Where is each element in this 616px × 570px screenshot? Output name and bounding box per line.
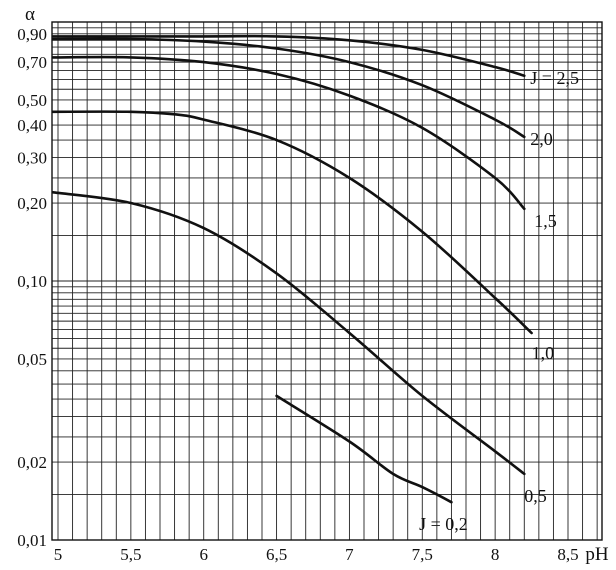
x-axis-title: pH bbox=[585, 544, 609, 565]
curve-label: J = 2,5 bbox=[530, 68, 579, 88]
x-tick-label: 7 bbox=[345, 545, 354, 564]
y-tick-label: 0,01 bbox=[17, 531, 47, 550]
y-axis-title: α bbox=[25, 4, 35, 25]
y-tick-label: 0,10 bbox=[17, 272, 47, 291]
x-tick-label: 6,5 bbox=[266, 545, 287, 564]
y-tick-label: 0,20 bbox=[17, 194, 47, 213]
y-tick-label: 0,70 bbox=[17, 53, 47, 72]
series-line bbox=[51, 34, 526, 78]
y-tick-label: 0,05 bbox=[17, 350, 47, 369]
series-line bbox=[51, 110, 533, 335]
curve-label: 1,0 bbox=[532, 343, 555, 363]
x-tick-label: 5,5 bbox=[120, 545, 141, 564]
series-line bbox=[51, 37, 526, 139]
x-tick-label: 8 bbox=[491, 545, 500, 564]
x-tick-labels: 5 5,5 6 6,5 7 7,5 8 8,5 bbox=[54, 545, 579, 564]
curve-label: 2,0 bbox=[530, 129, 553, 149]
curves bbox=[51, 34, 533, 504]
plot-frame bbox=[51, 21, 603, 541]
series-line bbox=[275, 394, 453, 504]
series-line bbox=[51, 55, 526, 211]
y-tick-label: 0,90 bbox=[17, 25, 47, 44]
x-tick-label: 6 bbox=[199, 545, 208, 564]
x-tick-label: 8,5 bbox=[557, 545, 578, 564]
curve-labels: J = 2,5 2,0 1,5 1,0 0,5 J = 0,2 bbox=[419, 68, 579, 534]
y-tick-label: 0,30 bbox=[17, 148, 47, 167]
series-line bbox=[51, 191, 526, 476]
grid bbox=[52, 21, 602, 541]
curve-label: 1,5 bbox=[534, 211, 557, 231]
y-tick-label: 0,40 bbox=[17, 116, 47, 135]
curve-label: J = 0,2 bbox=[419, 514, 468, 534]
y-tick-labels: 0,01 0,02 0,05 0,10 0,20 0,30 0,40 0,50 0,70 0,90 bbox=[17, 25, 47, 550]
x-tick-label: 7,5 bbox=[412, 545, 433, 564]
frame bbox=[51, 21, 603, 541]
x-tick-label: 5 bbox=[54, 545, 63, 564]
curve-label: 0,5 bbox=[524, 486, 547, 506]
y-tick-label: 0,02 bbox=[17, 453, 47, 472]
y-tick-label: 0,50 bbox=[17, 91, 47, 110]
